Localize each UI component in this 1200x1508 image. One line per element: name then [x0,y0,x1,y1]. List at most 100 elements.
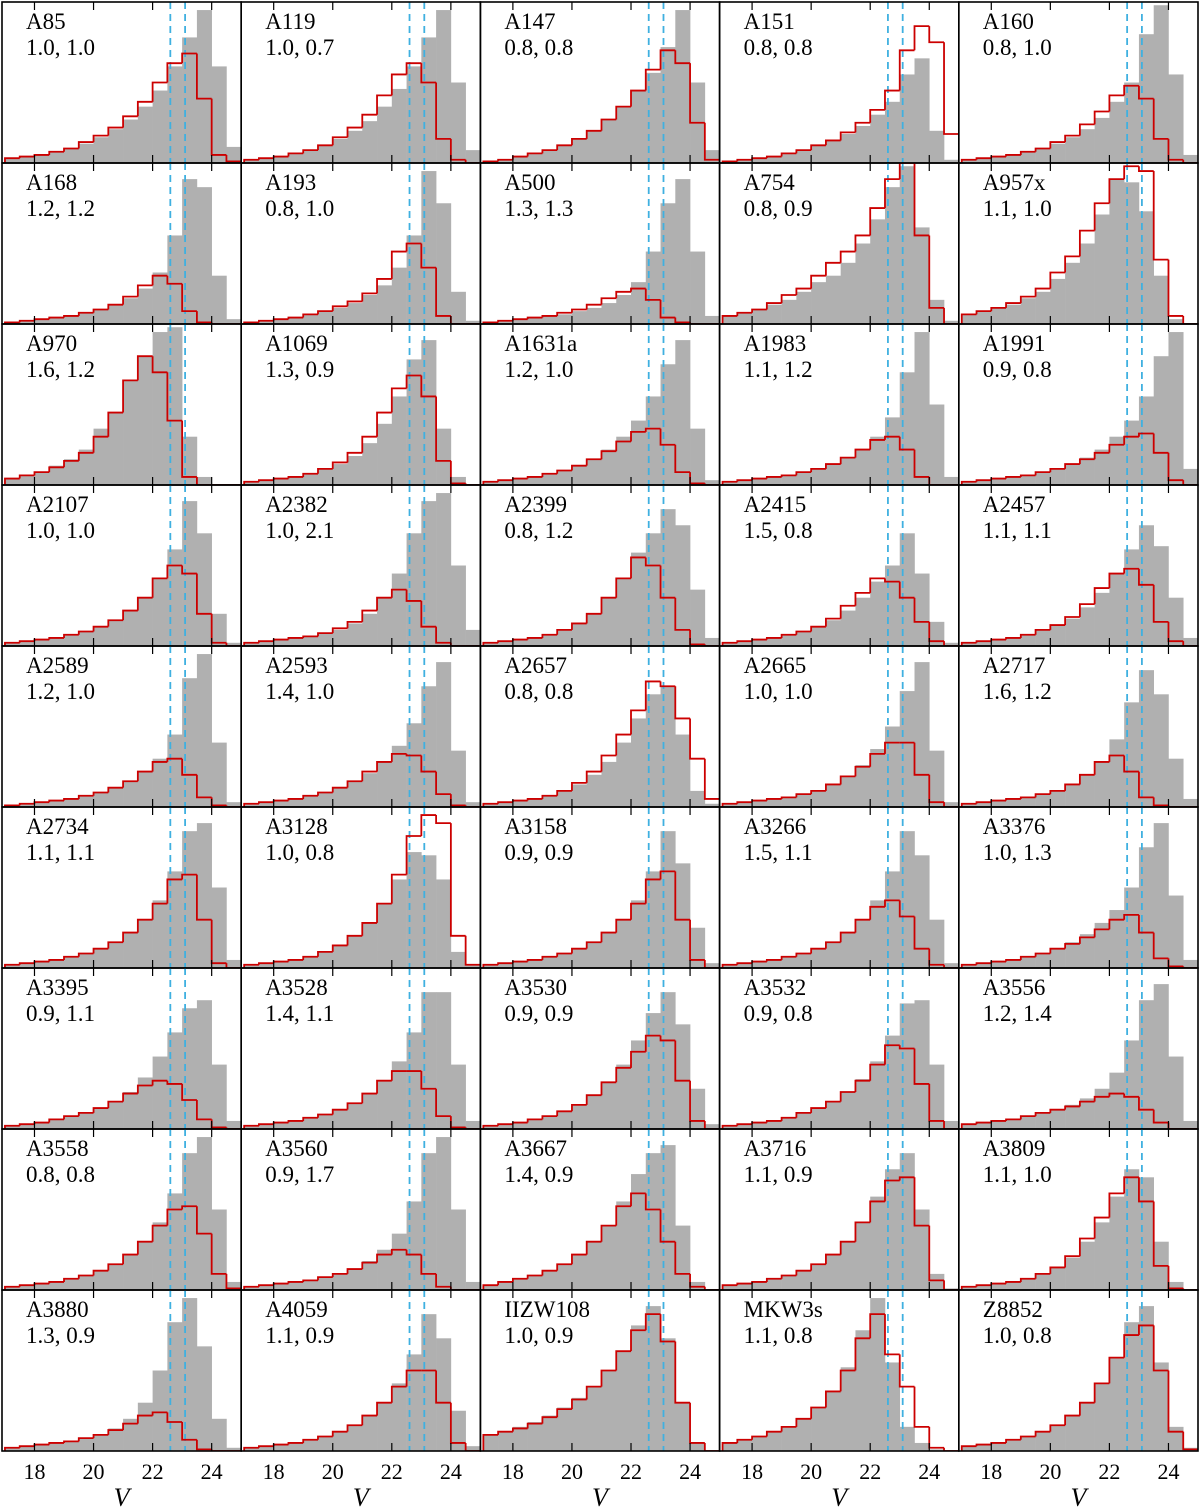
bar [450,476,466,485]
step-segment [1034,629,1051,635]
step-segment [1049,468,1066,473]
step-segment [405,1249,422,1256]
step-segment [1049,624,1066,630]
step-segment [674,871,691,921]
step-segment [225,805,242,807]
bar [855,919,871,968]
step-segment [92,625,109,632]
step-segment [18,1445,35,1448]
step-segment [898,900,915,918]
step-segment [990,307,1007,312]
bar [616,1064,632,1129]
step-segment [884,89,900,110]
bar [483,1125,499,1129]
bar [601,761,617,807]
step-segment [361,1261,378,1270]
bar [557,1407,573,1451]
step-segment [839,775,856,785]
bar [49,1119,65,1129]
step-segment [196,1100,212,1121]
panel-title: A2107 [26,492,89,517]
bar [1065,618,1081,646]
panel-title: A119 [265,9,315,34]
step-segment [703,1120,720,1129]
panel-subtitle: 1.0, 1.0 [744,679,813,704]
bar [781,153,797,163]
bar [273,1283,289,1290]
panel-subtitle: 1.2, 1.0 [26,679,95,704]
bar [870,1298,886,1451]
bar [976,641,992,646]
step-segment [258,157,274,160]
step-segment [92,134,109,143]
bar [19,1124,35,1129]
bar [870,114,886,163]
step-segment [975,801,992,804]
step-segment [526,1422,543,1429]
bar [512,1278,528,1290]
step-segment [839,456,856,465]
step-segment [92,1107,109,1113]
step-segment [317,1435,333,1440]
step-segment [361,292,378,302]
step-segment [1049,1424,1066,1432]
panel-subtitle: 0.8, 1.2 [504,518,573,543]
step-segment [361,435,378,453]
panel-subtitle: 1.3, 0.9 [26,1323,95,1348]
bar [93,428,109,485]
step-segment [136,355,153,381]
bar [1050,790,1066,807]
step-segment [331,1108,348,1115]
bar [825,620,841,646]
bar [976,802,992,807]
step-segment [615,1205,632,1226]
step-segment [780,1425,797,1432]
panel-title: A3556 [983,975,1046,1000]
bar [450,1064,466,1129]
bar [722,315,738,324]
step-segment [674,597,691,631]
step-segment [511,1427,528,1432]
bar [34,802,50,807]
bar [929,1273,945,1290]
step-segment [331,305,348,312]
step-segment [839,1240,856,1255]
bar [840,262,856,324]
bar [811,145,827,163]
bar [450,1209,466,1290]
bar [347,456,363,485]
bar [616,106,632,163]
bar [631,718,647,807]
bar [1094,117,1110,163]
step-segment [541,1269,558,1276]
step-segment [736,479,753,482]
bar [347,1269,363,1290]
bar [64,148,80,163]
step-segment [928,235,945,309]
bar [542,150,558,163]
bar [421,686,437,807]
bar [123,119,139,163]
step-segment [898,49,915,91]
step-segment [1064,463,1080,469]
bar [19,475,35,485]
step-segment [166,1412,183,1423]
bar [34,319,50,324]
bar [1168,1056,1184,1129]
step-segment [1005,476,1021,479]
bar [498,320,514,324]
bar [137,597,153,646]
bar [1079,774,1095,807]
bar [991,639,1007,646]
plot-area [721,807,959,968]
step-segment [869,1200,885,1223]
step-segment [390,1248,407,1255]
step-segment [1093,928,1110,938]
bar [211,742,227,807]
bar [288,1442,304,1451]
bar [512,800,528,807]
step-segment [1152,1109,1169,1124]
bar [421,1314,437,1451]
